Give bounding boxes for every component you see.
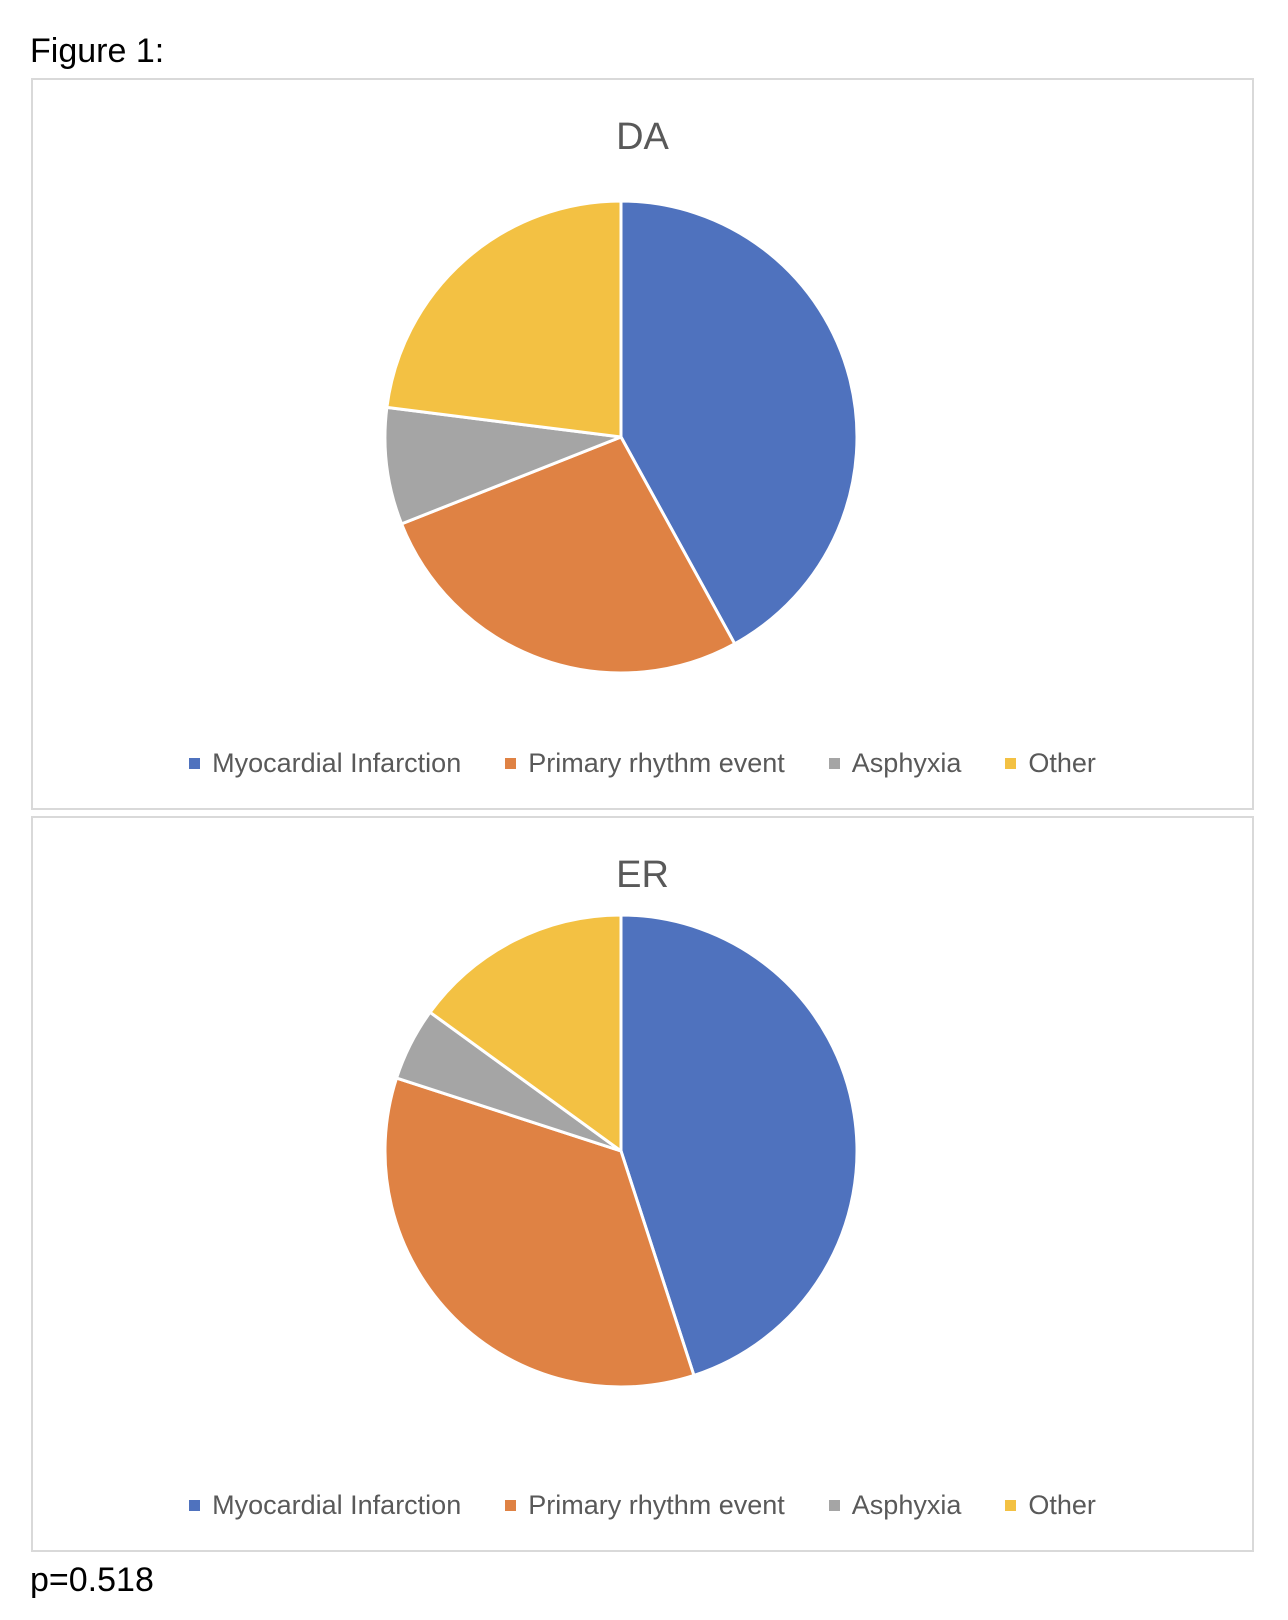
legend-swatch — [828, 758, 840, 769]
pie-chart-da: DA Myocardial Infarction Primary rhythm … — [31, 78, 1254, 810]
legend-label: Asphyxia — [851, 748, 962, 778]
pie-slice-asphyxia — [383, 405, 623, 526]
pie-slice-myocardial-infarction — [619, 199, 859, 646]
legend-item-asphyxia: Asphyxia — [828, 748, 962, 779]
chart-title: DA — [616, 116, 669, 158]
legend-swatch — [1005, 758, 1017, 769]
legend-item-other: Other — [1005, 748, 1096, 779]
pie-slice-primary-rhythm-event — [383, 1076, 696, 1389]
legend-item-primary-rhythm-event: Primary rhythm event — [505, 1490, 785, 1521]
pie-svg — [383, 913, 859, 1389]
p-value: p=0.518 — [30, 1561, 154, 1599]
legend: Myocardial Infarction Primary rhythm eve… — [33, 1490, 1252, 1521]
legend-swatch — [828, 1500, 840, 1511]
legend-swatch — [505, 758, 517, 769]
legend-swatch — [189, 1500, 201, 1511]
legend-item-primary-rhythm-event: Primary rhythm event — [505, 748, 785, 779]
legend-label: Asphyxia — [851, 1490, 962, 1520]
legend-label: Primary rhythm event — [528, 1490, 785, 1520]
figure-label: Figure 1: — [30, 32, 165, 70]
pie-slice-other — [385, 199, 623, 439]
pie-svg — [383, 199, 859, 675]
legend: Myocardial Infarction Primary rhythm eve… — [33, 748, 1252, 779]
pie-slice-primary-rhythm-event — [400, 435, 737, 675]
legend-label: Primary rhythm event — [528, 748, 785, 778]
legend-item-other: Other — [1005, 1490, 1096, 1521]
legend-label: Other — [1028, 748, 1096, 778]
legend-item-myocardial-infarction: Myocardial Infarction — [189, 1490, 461, 1521]
legend-label: Other — [1028, 1490, 1096, 1520]
chart-title: ER — [616, 854, 669, 896]
legend-item-myocardial-infarction: Myocardial Infarction — [189, 748, 461, 779]
legend-label: Myocardial Infarction — [212, 748, 462, 778]
legend-swatch — [1005, 1500, 1017, 1511]
pie-slice-myocardial-infarction — [619, 913, 859, 1377]
pie-slice-other — [428, 913, 623, 1153]
pie-chart-er: ER Myocardial Infarction Primary rhythm … — [31, 816, 1254, 1552]
legend-swatch — [505, 1500, 517, 1511]
legend-label: Myocardial Infarction — [212, 1490, 462, 1520]
legend-item-asphyxia: Asphyxia — [828, 1490, 962, 1521]
legend-swatch — [189, 758, 201, 769]
